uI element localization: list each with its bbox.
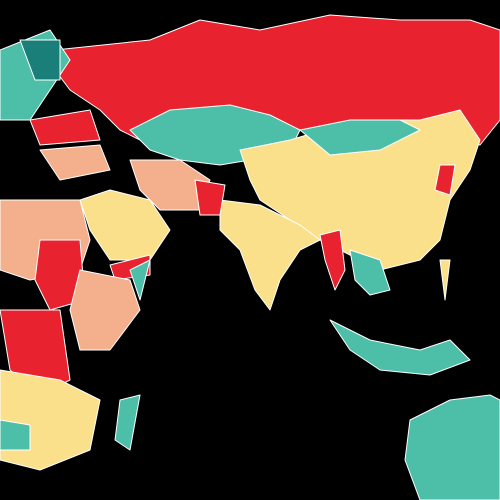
indonesia <box>329 319 471 376</box>
sudan <box>34 239 86 311</box>
scandinavia <box>19 39 61 81</box>
philippines <box>439 259 451 301</box>
madagascar <box>114 394 141 451</box>
afghanistan <box>194 179 226 216</box>
india <box>219 199 321 311</box>
southwest-africa <box>0 419 31 451</box>
east-africa <box>69 269 141 351</box>
korea <box>434 164 456 196</box>
europe-east <box>29 109 101 146</box>
mongolia <box>299 119 421 156</box>
arabia <box>79 189 171 261</box>
myanmar <box>319 229 346 291</box>
horn-of-africa <box>129 259 151 301</box>
turkey <box>39 144 111 181</box>
southeast-asia <box>349 249 391 296</box>
australia <box>404 394 500 500</box>
